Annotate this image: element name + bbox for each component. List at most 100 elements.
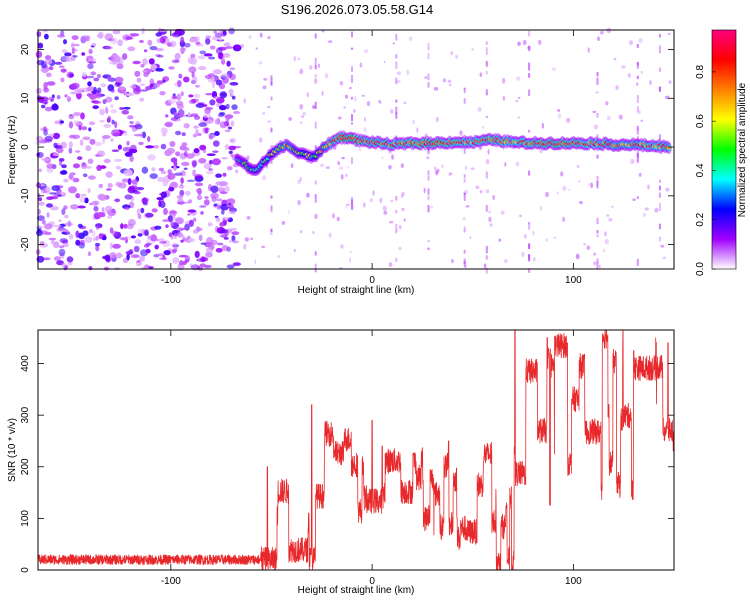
noise-blob [63, 178, 69, 183]
noise-blob [44, 135, 54, 142]
y-tick-label: 20 [20, 44, 31, 56]
noise-dot [522, 39, 527, 46]
noise-dot [482, 125, 485, 129]
noise-blob [71, 47, 75, 55]
stripe-segment [314, 145, 317, 152]
stripe-segment [314, 101, 317, 109]
noise-blob [151, 167, 156, 172]
noise-dot [337, 116, 342, 120]
noise-blob [129, 155, 134, 162]
stripe-segment [596, 113, 599, 118]
stripe-segment [314, 251, 317, 256]
noise-blob [165, 114, 169, 118]
noise-blob [217, 113, 225, 118]
noise-blob [111, 149, 120, 152]
noise-blob [147, 154, 156, 161]
noise-dot [598, 264, 601, 268]
noise-blob [202, 148, 207, 154]
noise-dot [516, 76, 521, 81]
noise-dot [349, 257, 352, 263]
noise-blob [72, 113, 81, 117]
noise-dot [615, 85, 619, 90]
noise-blob [218, 186, 224, 191]
noise-blob [191, 98, 197, 104]
noise-blob [133, 245, 140, 253]
noise-dot [519, 214, 522, 218]
noise-dot [363, 127, 367, 132]
noise-blob [156, 80, 164, 85]
noise-blob [200, 242, 207, 245]
noise-blob [91, 200, 99, 206]
noise-blob [211, 81, 216, 89]
noise-blob [159, 91, 166, 96]
noise-blob [159, 192, 167, 196]
stripe-segment [485, 89, 488, 96]
stripe-segment [395, 224, 398, 227]
noise-blob [112, 29, 121, 35]
stripe-segment [658, 185, 661, 191]
noise-dot [479, 72, 482, 77]
noise-blob [199, 205, 207, 208]
noise-blob [144, 264, 150, 270]
noise-blob [94, 141, 102, 146]
noise-dot [293, 56, 296, 62]
noise-blob [224, 114, 234, 119]
noise-dot [479, 190, 483, 194]
stripe-segment [485, 61, 488, 66]
noise-dot [592, 110, 597, 114]
noise-blob [162, 255, 166, 260]
noise-blob [99, 165, 107, 169]
noise-dot [532, 257, 536, 262]
noise-blob [86, 166, 92, 169]
noise-blob [68, 73, 74, 78]
noise-blob [95, 244, 100, 252]
noise-blob [82, 230, 89, 237]
noise-blob [163, 207, 168, 216]
noise-dot [344, 94, 349, 99]
figure-title: S196.2026.073.05.58.G14 [281, 2, 434, 17]
noise-blob [46, 81, 56, 86]
noise-blob [178, 254, 188, 258]
noise-blob [178, 73, 183, 79]
y-tick-label: 400 [20, 355, 31, 372]
noise-blob [44, 231, 52, 236]
noise-dot [299, 121, 303, 124]
noise-blob [121, 110, 130, 115]
noise-blob [137, 232, 143, 237]
stripe-segment [636, 128, 639, 135]
noise-blob [149, 46, 158, 51]
noise-blob [226, 166, 233, 171]
stripe-segment [658, 45, 661, 54]
noise-blob [173, 112, 178, 116]
noise-dot [517, 41, 521, 47]
noise-dot [248, 35, 252, 39]
noise-blob [110, 104, 114, 108]
noise-blob [157, 176, 165, 182]
noise-blob [195, 103, 205, 108]
noise-blob [50, 98, 54, 102]
noise-blob [205, 247, 214, 254]
noise-blob [205, 93, 214, 96]
noise-blob [87, 63, 94, 70]
noise-blob [213, 69, 222, 75]
noise-blob [115, 165, 122, 170]
noise-dot [320, 163, 324, 167]
noise-dot [593, 261, 597, 266]
noise-blob [193, 125, 199, 129]
colorbar-tick-label: 0.6 [695, 114, 706, 128]
noise-dot [262, 85, 267, 90]
noise-blob [179, 260, 184, 266]
noise-dot [423, 187, 426, 194]
noise-dot [568, 188, 571, 191]
noise-blob [208, 135, 213, 140]
noise-dot [465, 205, 470, 208]
stripe-segment [463, 98, 466, 104]
noise-blob [149, 83, 154, 87]
noise-blob [183, 167, 188, 170]
stripe-segment [528, 243, 531, 249]
noise-dot [246, 215, 251, 220]
stripe-segment [351, 202, 353, 205]
stripe-segment [463, 249, 466, 254]
noise-dot [372, 190, 375, 196]
stripe-segment [427, 188, 430, 195]
